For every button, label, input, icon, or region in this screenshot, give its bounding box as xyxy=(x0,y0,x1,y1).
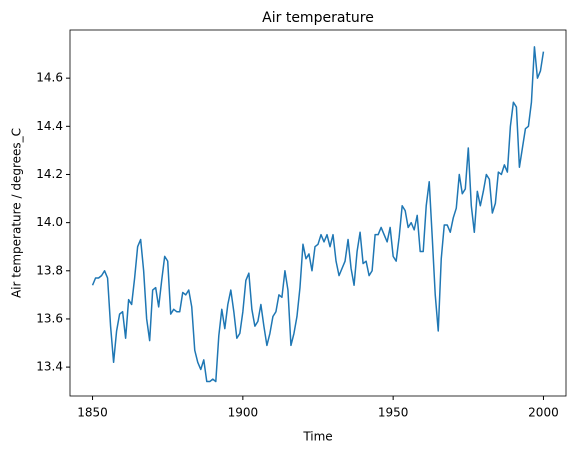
y-tick-label: 14.2 xyxy=(36,167,63,181)
plot-frame xyxy=(69,29,567,397)
y-tick-label: 13.6 xyxy=(36,311,63,325)
y-tick-label: 13.4 xyxy=(36,360,63,374)
y-tick-label: 14.6 xyxy=(36,71,63,85)
line xyxy=(91,46,545,383)
chart-title: Air temperature xyxy=(262,10,374,26)
x-tick-label: 2000 xyxy=(528,406,559,420)
x-tick-label: 1950 xyxy=(378,406,409,420)
y-tick-label: 14.0 xyxy=(36,215,63,229)
y-tick-label: 14.4 xyxy=(36,119,63,133)
x-tick-label: 1850 xyxy=(77,406,108,420)
x-tick-label: 1900 xyxy=(228,406,259,420)
y-tick-label: 13.8 xyxy=(36,263,63,277)
x-axis-label: Time xyxy=(302,430,332,444)
y-axis-label: Air temperature / degrees_C xyxy=(10,128,24,298)
